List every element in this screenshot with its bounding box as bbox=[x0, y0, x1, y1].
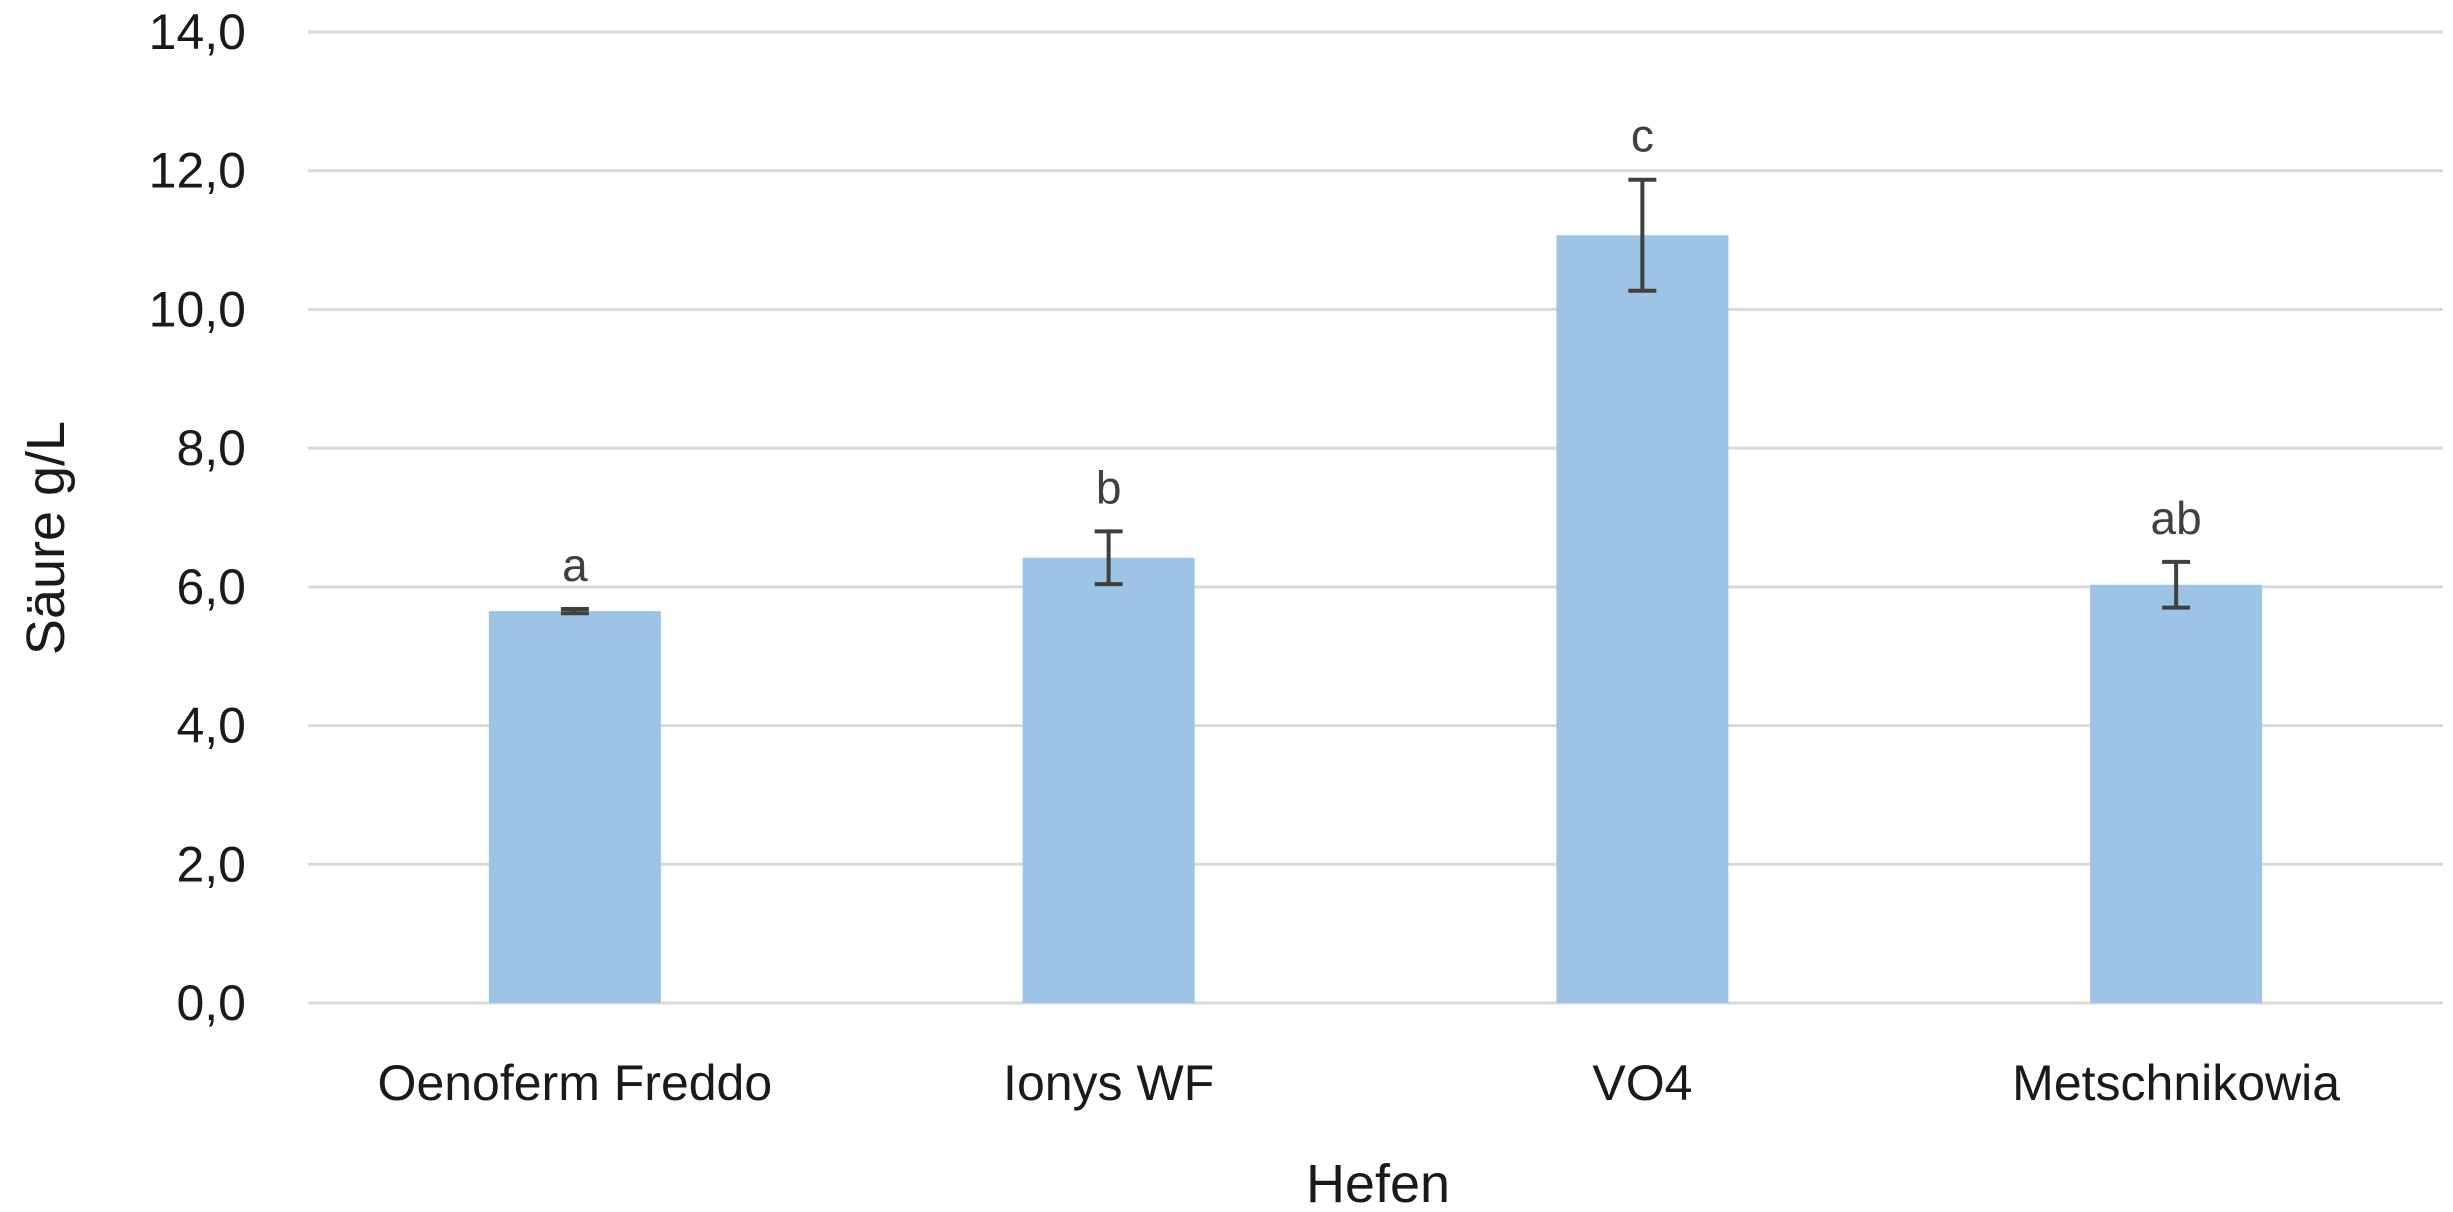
bar bbox=[1556, 235, 1729, 1003]
error-bars bbox=[560, 177, 2191, 616]
bar bbox=[488, 611, 661, 1003]
bar bbox=[2090, 584, 2263, 1003]
bar bbox=[1022, 557, 1195, 1003]
y-axis-title: Säure g/L bbox=[16, 421, 76, 655]
error-bar bbox=[1094, 529, 1123, 587]
gridlines bbox=[308, 30, 2443, 1005]
significance-letter: a bbox=[562, 539, 588, 591]
x-axis-categories: Oenoferm Freddo Ionys WF VO4 Metschnikowia bbox=[378, 1055, 2341, 1111]
error-bar bbox=[2162, 559, 2191, 610]
y-tick-label: 14,0 bbox=[149, 4, 246, 60]
y-tick-label: 4,0 bbox=[176, 698, 246, 754]
y-tick-label: 10,0 bbox=[149, 281, 246, 337]
significance-letter: b bbox=[1096, 461, 1122, 513]
y-axis-ticks: 0,0 2,0 4,0 6,0 8,0 10,0 12,0 14,0 bbox=[149, 4, 246, 1031]
x-category-label: Metschnikowia bbox=[2012, 1055, 2340, 1111]
significance-letter: c bbox=[1631, 110, 1654, 162]
error-bar bbox=[560, 607, 589, 616]
x-axis-title: Hefen bbox=[1306, 1154, 1450, 1212]
error-bar bbox=[1628, 177, 1657, 293]
x-category-label: Ionys WF bbox=[1003, 1055, 1214, 1111]
y-tick-label: 12,0 bbox=[149, 143, 246, 199]
y-tick-label: 2,0 bbox=[176, 836, 246, 892]
significance-letter: ab bbox=[2151, 492, 2202, 544]
x-category-label: VO4 bbox=[1592, 1055, 1692, 1111]
y-tick-label: 0,0 bbox=[176, 975, 246, 1031]
bars bbox=[488, 235, 2263, 1003]
y-tick-label: 6,0 bbox=[176, 559, 246, 615]
y-tick-label: 8,0 bbox=[176, 420, 246, 476]
x-category-label: Oenoferm Freddo bbox=[378, 1055, 773, 1111]
